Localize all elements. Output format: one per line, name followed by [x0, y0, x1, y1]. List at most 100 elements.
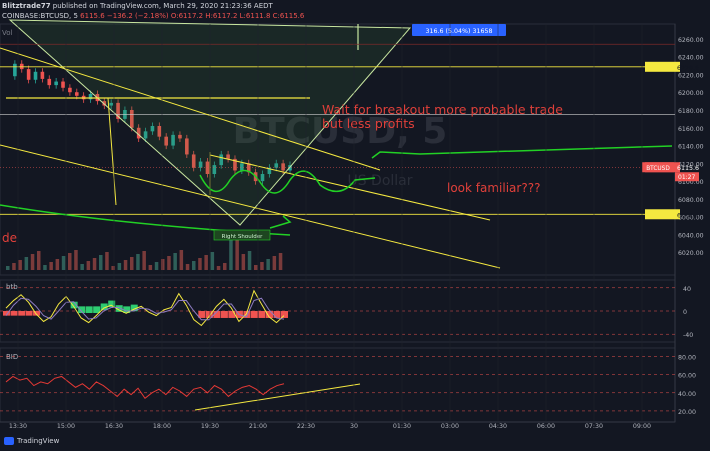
candle-body	[171, 134, 175, 146]
volume-bar	[86, 261, 91, 270]
vertical-yellow	[107, 97, 117, 206]
btb-hist-bar	[130, 304, 138, 312]
btb-hist-bar	[205, 311, 213, 318]
volume-bar	[99, 255, 103, 270]
symbol-line: COINBASE:BTCUSD, 5 6115.6 −136.2 (−2.18%…	[2, 12, 304, 20]
symbol-tag-bg	[642, 162, 674, 173]
volume-bar	[235, 237, 239, 270]
candle-body	[198, 161, 203, 168]
candle-body	[219, 154, 224, 166]
btb-hist-bar	[78, 306, 86, 313]
candle-body	[130, 110, 134, 128]
btb-series-line	[5, 297, 285, 321]
axis-price-label: 6228.6	[677, 65, 699, 72]
trendline-mid	[209, 154, 491, 221]
right-shoulder-label: Right Shoulder	[222, 234, 263, 240]
right-shoulder-box	[213, 229, 271, 241]
volume-bar	[148, 265, 153, 270]
volume-bar	[49, 262, 53, 270]
candle-body	[164, 136, 168, 146]
symbol-tag: BTCUSD	[646, 166, 670, 172]
watermark: BTCUSD, 5	[233, 111, 448, 152]
time-tick-label: 03:00	[441, 423, 459, 430]
btb-hist-bar	[93, 306, 101, 313]
time-tick-label: 07:30	[585, 423, 603, 430]
symbol: COINBASE:BTCUSD, 5	[2, 12, 78, 20]
annotation-breakout: Wait for breakout more probable trade	[322, 102, 563, 117]
annotation-less-profits: but less profits	[322, 116, 415, 131]
measure-label-box	[412, 24, 506, 36]
btb-hist-bar	[220, 311, 228, 318]
time-tick-label: 09:00	[633, 423, 651, 430]
bid-trendline	[194, 383, 361, 411]
volume-bar	[241, 254, 246, 270]
volume-bar	[161, 259, 165, 270]
volume-bar	[123, 260, 128, 270]
candle-body	[74, 92, 79, 96]
candle-body	[136, 127, 141, 139]
volume-bar	[154, 262, 159, 270]
bid-tick-label: 20.00	[678, 409, 696, 416]
volume-bar	[130, 257, 134, 270]
volume-bar	[24, 257, 29, 270]
price-tick-label: 6120.00	[678, 161, 704, 168]
bid-tick-label: 40.00	[678, 391, 696, 398]
volume-bar	[80, 264, 84, 270]
btb-hist-bar	[250, 311, 258, 318]
btb-hist-bar	[18, 311, 26, 316]
annotation-de: de	[2, 231, 17, 245]
btb-tick-label: -40	[683, 332, 693, 339]
candle-body	[109, 102, 113, 106]
price-tick-label: 6100.00	[678, 179, 704, 186]
volume-bar	[204, 255, 208, 270]
volume-bar	[179, 250, 184, 270]
volume-bar	[247, 251, 252, 270]
axis-price-label-bg	[645, 209, 680, 220]
price-tick-label: 6220.00	[678, 72, 704, 79]
ohlc: O:6117.2 H:6117.2 L:6111.8 C:6115.6	[170, 12, 305, 20]
btb-hist-bar	[25, 311, 33, 316]
btb-hist-bar	[281, 311, 288, 318]
volume-bar	[43, 265, 47, 270]
candle-body	[205, 161, 210, 174]
measure-label: 316.6 (5.04%) 31658	[426, 28, 493, 35]
volume-bar	[142, 251, 146, 270]
candle-body	[13, 63, 17, 77]
publisher-line: Blitztrade77 published on TradingView.co…	[2, 2, 273, 10]
time-tick-label: 01:30	[393, 423, 411, 430]
volume-bar	[223, 263, 227, 270]
volume-bar	[173, 253, 177, 270]
green-wave	[199, 169, 376, 194]
candle-body	[88, 94, 93, 100]
candle-body	[185, 138, 189, 155]
btb-tick-label: 0	[683, 309, 687, 316]
btb-hist-bar	[115, 305, 123, 312]
watermark-sub: US Dollar	[347, 173, 412, 189]
btb-hist-bar	[243, 311, 251, 318]
candle-body	[267, 167, 272, 174]
price-tick-label: 6020.00	[678, 250, 704, 257]
candle-body	[191, 154, 196, 168]
btb-pane-label: btb	[6, 283, 18, 291]
bid-series-line	[5, 375, 285, 399]
time-tick-label: 13:30	[9, 423, 27, 430]
volume-bar	[6, 266, 10, 270]
btb-hist-bar	[108, 300, 116, 308]
volume-bar	[229, 240, 233, 270]
btb-series-line	[5, 289, 285, 327]
axis-price-label: 6115.6	[677, 165, 699, 172]
candle-body	[246, 163, 251, 173]
time-tick-label: 15:00	[57, 423, 75, 430]
candle-body	[233, 158, 237, 171]
candle-body	[157, 126, 162, 137]
time-tick-label: 19:30	[201, 423, 219, 430]
volume-bar	[68, 253, 72, 270]
last-price: 6115.6	[80, 12, 105, 20]
time-tick-label: 16:30	[105, 423, 123, 430]
volume-bar	[55, 259, 60, 270]
candle-body	[61, 81, 65, 88]
tradingview-logo[interactable]: TradingView	[4, 437, 59, 445]
price-tick-label: 6160.00	[678, 126, 704, 133]
